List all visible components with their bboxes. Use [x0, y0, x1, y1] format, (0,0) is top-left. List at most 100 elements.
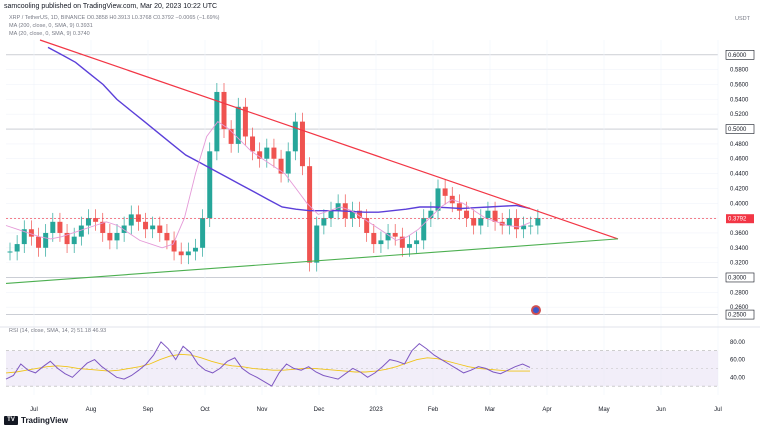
time-tick-label: Mar: [485, 407, 495, 413]
time-tick-label: Feb: [428, 407, 439, 413]
candle-body: [157, 225, 163, 233]
candle-body: [364, 218, 370, 233]
price-tick-label: 0.4600: [730, 157, 749, 163]
level-label: 0.5000: [728, 127, 747, 133]
candle-body: [528, 225, 534, 227]
candle-body: [414, 240, 420, 245]
last-price-box: [726, 214, 754, 224]
publisher-header: samcooling published on TradingView.com,…: [4, 3, 218, 10]
candle-body: [292, 121, 298, 152]
level-box: [725, 272, 755, 283]
rsi-tick-label: 80.00: [730, 340, 746, 346]
price-tick-label: 0.5600: [730, 83, 749, 89]
price-tick-label: 0.4000: [730, 201, 749, 207]
candle-body: [57, 221, 63, 233]
candle-body: [250, 136, 256, 152]
candle-body: [7, 251, 13, 253]
rsi-tick-label: 40.00: [730, 375, 746, 381]
price-tick-label: 0.5400: [730, 97, 749, 103]
candle-body: [171, 240, 177, 252]
candle-body: [285, 151, 291, 174]
candle-body: [392, 232, 398, 237]
time-tick-label: Jun: [656, 407, 666, 413]
candle-body: [71, 236, 77, 245]
tradingview-footer[interactable]: TV TradingView: [4, 416, 68, 425]
candle-body: [200, 218, 206, 248]
currency-label: USDT: [735, 16, 750, 22]
level-label: 0.3000: [728, 275, 747, 281]
candle-body: [100, 221, 106, 233]
candle-body: [78, 225, 84, 237]
rsi-legend[interactable]: RSI (14, close, SMA, 14, 2) 51.18 46.93: [9, 328, 107, 334]
candle-body: [235, 106, 241, 144]
flag-icon-inner: [533, 307, 539, 314]
candle-body: [406, 244, 412, 248]
candle-body: [442, 188, 448, 196]
price-tick-label: 0.4200: [730, 186, 749, 192]
ascending-trendline: [5, 238, 619, 284]
candle-body: [328, 210, 334, 219]
candle-body: [506, 218, 512, 226]
candle-body: [278, 158, 284, 174]
candle-body: [135, 214, 141, 222]
price-tick-label: 0.5200: [730, 112, 749, 118]
candle-body: [378, 240, 384, 245]
candle-body: [264, 147, 270, 159]
candle-body: [535, 218, 541, 226]
candle-body: [456, 203, 462, 211]
tradingview-logo-icon: TV: [4, 416, 18, 425]
candle-body: [43, 232, 49, 248]
candle-body: [36, 236, 42, 248]
price-tick-label: 0.4800: [730, 142, 749, 148]
candle-body: [14, 244, 20, 252]
ma20-legend[interactable]: MA (20, close, 0, SMA, 9) 0.3740: [9, 31, 90, 37]
rsi-line: [5, 341, 531, 387]
price-tick-label: 0.2600: [730, 305, 749, 311]
time-tick-label: Jul: [714, 407, 722, 413]
ma200-line: [47, 46, 531, 213]
time-tick-label: Nov: [257, 407, 268, 413]
time-tick-label: May: [598, 407, 609, 413]
candle-body: [464, 210, 470, 219]
rsi-tick-label: 60.00: [730, 358, 746, 364]
candle-body: [150, 225, 156, 230]
candle-body: [321, 218, 327, 226]
time-tick-label: Aug: [86, 407, 97, 413]
level-box: [725, 309, 755, 320]
candle-body: [513, 218, 519, 230]
price-tick-label: 0.3400: [730, 246, 749, 252]
time-tick-label: Oct: [200, 407, 210, 413]
candle-body: [178, 251, 184, 256]
symbol-legend[interactable]: XRP / TetherUS, 1D, BINANCE O0.3858 H0.3…: [9, 15, 220, 21]
candle-body: [521, 225, 527, 230]
level-box: [725, 124, 755, 134]
descending-trendline: [39, 39, 619, 240]
candle-body: [242, 106, 248, 137]
candle-body: [85, 218, 91, 226]
candle-body: [299, 121, 305, 167]
candle-body: [143, 221, 149, 230]
ma200-legend[interactable]: MA (200, close, 0, SMA, 9) 0.3931: [9, 23, 93, 29]
candle-body: [64, 232, 70, 245]
price-tick-label: 0.2800: [730, 290, 749, 296]
last-price-label: 0.3792: [728, 217, 747, 223]
price-tick-label: 0.3200: [730, 261, 749, 267]
candle-body: [421, 218, 427, 241]
candle-body: [164, 232, 170, 241]
candle-body: [471, 218, 477, 226]
price-tick-label: 0.4400: [730, 172, 749, 178]
candle-body: [28, 229, 34, 237]
candle-body: [492, 210, 498, 222]
candle-body: [399, 236, 405, 248]
candle-body: [349, 210, 355, 219]
candle-body: [357, 210, 363, 219]
candle-body: [307, 166, 313, 263]
candle-body: [192, 247, 198, 252]
candle-body: [385, 232, 391, 241]
candle-body: [228, 129, 234, 144]
candle-body: [435, 188, 441, 211]
time-tick-label: Jul: [30, 407, 38, 413]
price-tick-label: 0.5800: [730, 68, 749, 74]
